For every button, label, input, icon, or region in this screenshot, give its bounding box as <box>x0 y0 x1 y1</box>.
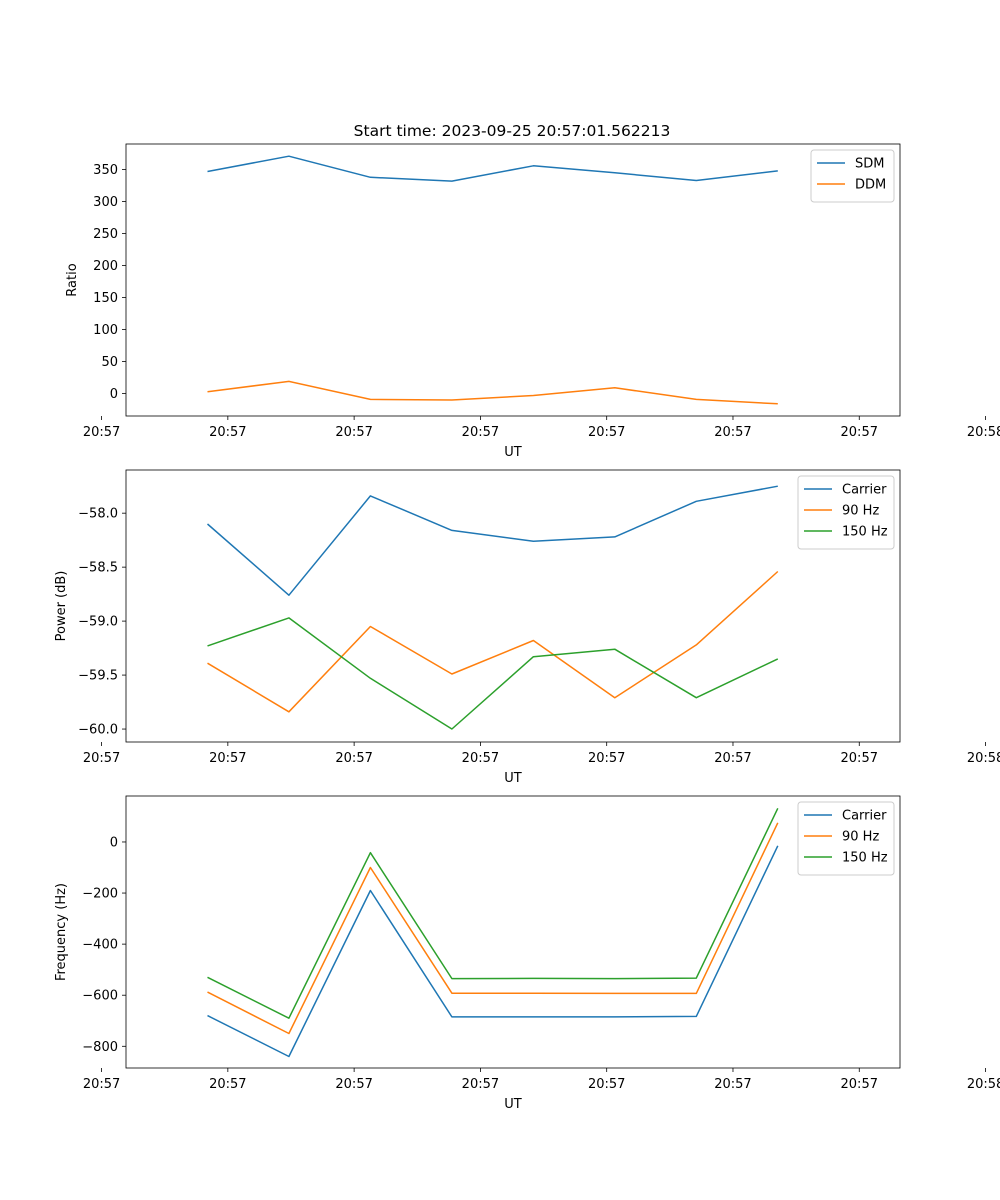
x-tick-label: 20:57 <box>714 425 751 440</box>
legend-label: 150 Hz <box>842 851 888 866</box>
y-tick-label: 100 <box>93 323 118 338</box>
y-tick-label: 250 <box>93 227 118 242</box>
x-tick-label: 20:57 <box>335 1077 372 1092</box>
y-tick-label: 200 <box>93 259 118 274</box>
x-tick-label: 20:57 <box>335 425 372 440</box>
y-axis-label: Ratio <box>65 263 80 296</box>
y-tick-label: 350 <box>93 163 118 178</box>
y-tick-label: −400 <box>82 938 118 953</box>
x-tick-label: 20:58 <box>967 1077 1000 1092</box>
legend-label: 90 Hz <box>842 830 879 845</box>
y-tick-label: −200 <box>82 887 118 902</box>
series-line-ddm <box>207 380 778 405</box>
plot-frame <box>125 795 901 1069</box>
series-line-90-hz <box>207 822 779 1035</box>
y-tick-label: 300 <box>93 195 118 210</box>
chart-frequency: 20:57 20:57 20:57 20:57 20:57 20:57 20:57 20:58… <box>54 795 1000 1112</box>
y-tick-label: −59.5 <box>78 669 118 684</box>
series-line-carrier <box>207 845 779 1058</box>
x-tick-label: 20:57 <box>462 751 499 766</box>
legend-label: 90 Hz <box>842 504 879 519</box>
legend: Carrier 90 Hz 150 Hz <box>797 801 895 876</box>
x-tick-label: 20:57 <box>841 751 878 766</box>
x-tick-label: 20:57 <box>209 751 246 766</box>
x-tick-label: 20:57 <box>209 1077 246 1092</box>
legend: Carrier 90 Hz 150 Hz <box>797 475 895 550</box>
plot-frame <box>125 469 901 743</box>
y-tick-label: 50 <box>101 355 118 370</box>
y-tick-label: 0 <box>110 387 118 402</box>
x-tick-label: 20:57 <box>714 751 751 766</box>
x-axis-label: UT <box>504 771 522 786</box>
y-tick-label: −59.0 <box>78 615 118 630</box>
plot-frame <box>125 143 901 417</box>
series-line-150-hz <box>207 617 779 730</box>
legend-label: Carrier <box>842 483 887 498</box>
chart-ratio: 20:57 20:57 20:57 20:57 20:57 20:57 20:57 20:58… <box>65 143 1000 460</box>
y-tick-label: −60.0 <box>78 723 118 738</box>
x-tick-label: 20:57 <box>714 1077 751 1092</box>
x-tick-label: 20:57 <box>335 751 372 766</box>
x-tick-label: 20:57 <box>83 1077 120 1092</box>
series-line-sdm <box>207 155 778 182</box>
x-axis-label: UT <box>504 445 522 460</box>
x-tick-label: 20:57 <box>462 1077 499 1092</box>
x-tick-label: 20:57 <box>462 425 499 440</box>
x-tick-label: 20:58 <box>967 425 1000 440</box>
x-tick-label: 20:57 <box>588 425 625 440</box>
figure-title: Start time: 2023-09-25 20:57:01.562213 <box>354 122 671 140</box>
legend-label: Carrier <box>842 809 887 824</box>
legend: SDM DDM <box>810 149 895 203</box>
series-line-90-hz <box>207 570 779 713</box>
y-tick-label: −58.0 <box>78 507 118 522</box>
x-tick-label: 20:57 <box>83 751 120 766</box>
legend-label: SDM <box>855 157 884 172</box>
x-tick-label: 20:57 <box>841 1077 878 1092</box>
legend-label: 150 Hz <box>842 525 888 540</box>
y-axis-label: Frequency (Hz) <box>54 883 69 981</box>
y-tick-label: −600 <box>82 989 118 1004</box>
x-tick-label: 20:58 <box>967 751 1000 766</box>
y-tick-label: −58.5 <box>78 561 118 576</box>
x-tick-label: 20:57 <box>83 425 120 440</box>
y-tick-label: 0 <box>110 835 118 850</box>
x-tick-label: 20:57 <box>588 751 625 766</box>
x-tick-label: 20:57 <box>588 1077 625 1092</box>
y-axis-label: Power (dB) <box>54 571 69 642</box>
chart-power: 20:57 20:57 20:57 20:57 20:57 20:57 20:57 20:58… <box>54 469 1000 786</box>
x-axis-label: UT <box>504 1097 522 1112</box>
y-tick-label: 150 <box>93 291 118 306</box>
series-line-carrier <box>207 485 778 596</box>
x-tick-label: 20:57 <box>841 425 878 440</box>
legend-label: DDM <box>855 178 886 193</box>
x-tick-label: 20:57 <box>209 425 246 440</box>
y-tick-label: −800 <box>82 1040 118 1055</box>
series-line-150-hz <box>207 807 779 1019</box>
